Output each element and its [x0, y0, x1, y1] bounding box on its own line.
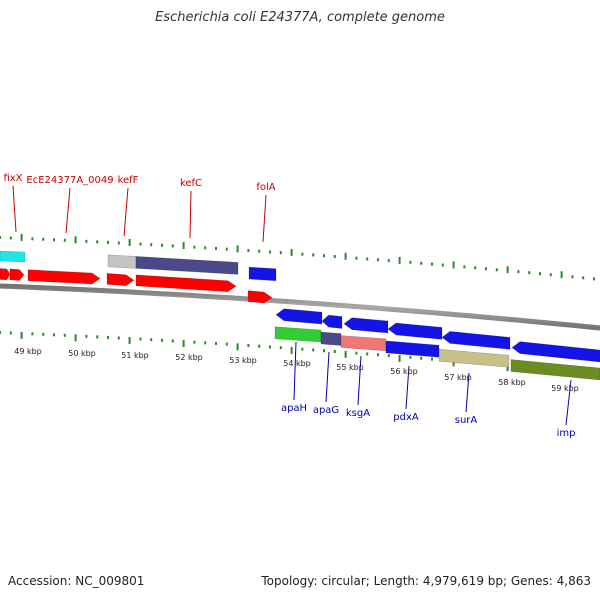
gene-feature [27, 269, 101, 285]
lower-gene-callout-line [465, 372, 470, 413]
scale-label: 55 kbp [336, 363, 364, 372]
scale-label: 56 kbp [390, 367, 418, 376]
upper-gene-label: kefC [180, 178, 202, 189]
upper-gene-callout-line [189, 190, 192, 239]
upper-tick-row [0, 233, 595, 281]
upper-gene-callout-line [123, 187, 129, 237]
lower-gene-label: apaH [281, 403, 307, 414]
gene-feature [321, 314, 343, 329]
lower-gene-label: imp [557, 428, 576, 439]
gene-feature [135, 256, 239, 275]
lower-gene-label: ksgA [346, 408, 370, 419]
gene-feature [441, 331, 511, 350]
upper-gene-label: fixX [3, 173, 22, 184]
lower-gene-label: apaG [313, 405, 339, 416]
gene-feature [9, 268, 25, 281]
gene-feature [387, 322, 443, 340]
gene-feature [247, 290, 273, 304]
scale-label: 53 kbp [229, 356, 257, 365]
gene-feature [106, 273, 135, 287]
scale-label: 59 kbp [551, 384, 579, 393]
accession-text: Accession: NC_009801 [8, 574, 145, 588]
gene-feature [343, 317, 389, 334]
scale-label: 57 kbp [444, 373, 472, 382]
upper-gene-label: EcE24377A_0049 [26, 175, 113, 186]
gene-feature [340, 335, 387, 352]
gene-features [0, 250, 600, 381]
upper-gene-label: folA [256, 182, 275, 193]
gene-feature [385, 340, 440, 358]
gene-feature [0, 268, 11, 281]
scale-label: 50 kbp [68, 349, 96, 358]
scale-label: 49 kbp [14, 347, 42, 356]
scale-label: 52 kbp [175, 353, 203, 362]
lower-gene-callout-line [405, 365, 410, 410]
lower-gene-callout-line [293, 341, 297, 401]
backbone-shade [0, 283, 600, 331]
scale-label: 51 kbp [121, 351, 149, 360]
gene-feature [438, 348, 510, 368]
lower-gene-callout-line [357, 355, 362, 406]
upper-gene-callout-line [12, 185, 17, 233]
lower-gene-callout-line [325, 351, 330, 403]
gene-feature [510, 359, 600, 381]
gene-callouts: fixX EcE24377A_0049 kefF kefC folA apaH apaG ks… [3, 173, 575, 439]
lower-gene-label: pdxA [393, 412, 419, 423]
upper-gene-callout-line [262, 194, 267, 243]
gene-feature [511, 341, 600, 363]
upper-gene-label: kefF [118, 175, 139, 186]
scale-labels: 49 kbp 50 kbp 51 kbp 52 kbp 53 kbp 54 kbp 55 k… [14, 347, 579, 393]
scale-label: 58 kbp [498, 378, 526, 387]
gene-feature [275, 308, 323, 325]
gene-feature [274, 326, 322, 343]
lower-gene-callout-line [565, 379, 572, 426]
scale-label: 54 kbp [283, 359, 311, 368]
gene-feature [248, 266, 277, 282]
gene-feature [320, 331, 342, 346]
genome-summary-text: Topology: circular; Length: 4,979,619 bp… [261, 574, 591, 588]
upper-gene-callout-line [65, 187, 71, 234]
gene-feature [135, 274, 237, 293]
lower-gene-label: surA [455, 415, 478, 426]
gene-feature [107, 254, 137, 269]
map-title: Escherichia coli E24377A, complete genom… [155, 10, 445, 25]
genome-backbone [0, 283, 600, 331]
gene-feature [0, 250, 26, 263]
